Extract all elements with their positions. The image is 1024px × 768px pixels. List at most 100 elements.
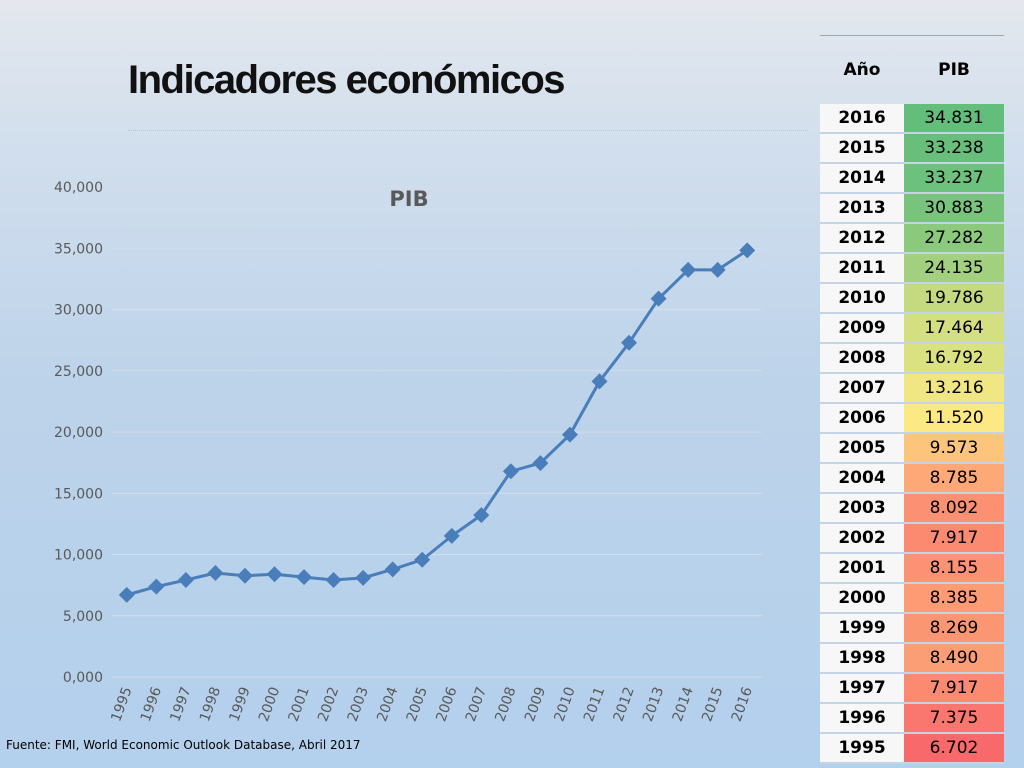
x-tick-label: 2015 xyxy=(699,685,726,724)
pib-value-cell: 8.385 xyxy=(904,583,1004,614)
table-header-row: Año PIB xyxy=(820,36,1004,105)
data-point-marker xyxy=(591,373,608,390)
pib-value-cell: 33.237 xyxy=(904,163,1004,194)
year-cell: 2006 xyxy=(820,403,904,434)
table-row: 2008 16.792 xyxy=(820,343,1004,374)
table-body: 2016 34.831 2015 33.238 2014 33.237 2013 30.883… xyxy=(820,104,1004,764)
pib-value-cell: 8.155 xyxy=(904,553,1004,584)
y-tick-label: 15,000 xyxy=(54,486,103,502)
table-row: 2016 34.831 xyxy=(820,104,1004,134)
year-cell: 2015 xyxy=(820,133,904,164)
data-point-marker xyxy=(177,572,194,589)
pib-value-cell: 17.464 xyxy=(904,313,1004,344)
table-row: 2006 11.520 xyxy=(820,403,1004,434)
data-point-marker xyxy=(502,463,519,480)
table-row: 1998 8.490 xyxy=(820,643,1004,674)
column-header-pib: PIB xyxy=(938,60,970,80)
x-tick-label: 2007 xyxy=(463,685,490,724)
pib-value-cell: 8.092 xyxy=(904,493,1004,524)
data-point-marker xyxy=(384,561,401,578)
table-row: 2011 24.135 xyxy=(820,253,1004,284)
y-tick-label: 0,000 xyxy=(63,670,103,686)
data-point-marker xyxy=(532,455,549,472)
pib-value-cell: 27.282 xyxy=(904,223,1004,254)
year-cell: 1996 xyxy=(820,703,904,734)
chart-title: PIB xyxy=(389,187,428,211)
series-line xyxy=(126,249,749,597)
table-row: 1999 8.269 xyxy=(820,613,1004,644)
year-cell: 2002 xyxy=(820,523,904,554)
data-point-marker xyxy=(621,334,638,351)
year-cell: 2004 xyxy=(820,463,904,494)
x-tick-label: 2013 xyxy=(640,685,667,724)
year-cell: 1999 xyxy=(820,613,904,644)
x-tick-label: 2002 xyxy=(315,685,342,724)
table-row: 2001 8.155 xyxy=(820,553,1004,584)
x-tick-label: 1997 xyxy=(167,685,194,724)
column-header-year: Año xyxy=(843,60,881,80)
x-tick-label: 2006 xyxy=(433,685,460,724)
x-tick-label: 1999 xyxy=(226,685,253,724)
pib-value-cell: 16.792 xyxy=(904,343,1004,374)
y-tick-label: 25,000 xyxy=(54,364,103,380)
data-point-marker xyxy=(709,261,726,278)
data-point-marker xyxy=(473,507,490,524)
data-point-marker xyxy=(296,569,313,586)
table-row: 2003 8.092 xyxy=(820,493,1004,524)
table-row: 2002 7.917 xyxy=(820,523,1004,554)
table-row: 2013 30.883 xyxy=(820,193,1004,224)
pib-value-cell: 7.375 xyxy=(904,703,1004,734)
table-row: 2014 33.237 xyxy=(820,163,1004,194)
year-cell: 2008 xyxy=(820,343,904,374)
year-cell: 2005 xyxy=(820,433,904,464)
pib-value-cell: 19.786 xyxy=(904,283,1004,314)
y-tick-label: 40,000 xyxy=(54,180,103,196)
data-point-marker xyxy=(266,566,283,583)
pib-value-cell: 7.917 xyxy=(904,673,1004,704)
year-cell: 2009 xyxy=(820,313,904,344)
pib-value-cell: 8.490 xyxy=(904,643,1004,674)
year-cell: 2011 xyxy=(820,253,904,284)
x-tick-label: 2000 xyxy=(256,685,283,724)
pib-data-table: Año PIB 2016 34.831 2015 33.238 2014 33.237 20… xyxy=(820,35,1004,764)
year-cell: 2000 xyxy=(820,583,904,614)
table-row: 1996 7.375 xyxy=(820,703,1004,734)
table-row: 2004 8.785 xyxy=(820,463,1004,494)
data-point-marker xyxy=(561,426,578,443)
pib-value-cell: 30.883 xyxy=(904,193,1004,224)
x-tick-label: 1998 xyxy=(197,685,224,724)
table-row: 2007 13.216 xyxy=(820,373,1004,404)
x-tick-label: 2016 xyxy=(729,685,756,724)
title-divider xyxy=(128,130,808,131)
data-point-marker xyxy=(739,242,756,259)
pib-line-chart: PIB 0,000 5,000 10,000 15,000 20,000 25,000 30… xyxy=(54,180,762,724)
data-point-marker xyxy=(650,290,667,307)
x-tick-label: 2009 xyxy=(522,685,549,724)
x-tick-label: 1995 xyxy=(108,685,135,724)
data-point-marker xyxy=(414,551,431,568)
year-cell: 2012 xyxy=(820,223,904,254)
y-tick-label: 20,000 xyxy=(54,425,103,441)
data-point-marker xyxy=(236,567,253,584)
x-tick-label: 2008 xyxy=(492,685,519,724)
pib-value-cell: 34.831 xyxy=(904,104,1004,134)
table-row: 2005 9.573 xyxy=(820,433,1004,464)
year-cell: 2013 xyxy=(820,193,904,224)
gridlines xyxy=(112,186,762,678)
year-cell: 2007 xyxy=(820,373,904,404)
x-tick-label: 2011 xyxy=(581,685,608,724)
year-cell: 2016 xyxy=(820,104,904,134)
table-row: 2009 17.464 xyxy=(820,313,1004,344)
x-axis-ticks: 1995 1996 1997 1998 1999 2000 2001 2002 2003 2004… xyxy=(108,685,756,724)
x-tick-label: 2014 xyxy=(670,685,697,724)
y-axis-ticks: 0,000 5,000 10,000 15,000 20,000 25,000 30,000… xyxy=(54,180,103,686)
x-tick-label: 2001 xyxy=(286,685,313,724)
pib-value-cell: 11.520 xyxy=(904,403,1004,434)
x-tick-label: 2004 xyxy=(374,685,401,724)
x-tick-label: 2010 xyxy=(551,685,578,724)
y-tick-label: 10,000 xyxy=(54,548,103,564)
table-row: 1995 6.702 xyxy=(820,733,1004,764)
source-note: Fuente: FMI, World Economic Outlook Data… xyxy=(6,738,361,752)
data-point-marker xyxy=(148,578,165,595)
y-tick-label: 30,000 xyxy=(54,303,103,319)
